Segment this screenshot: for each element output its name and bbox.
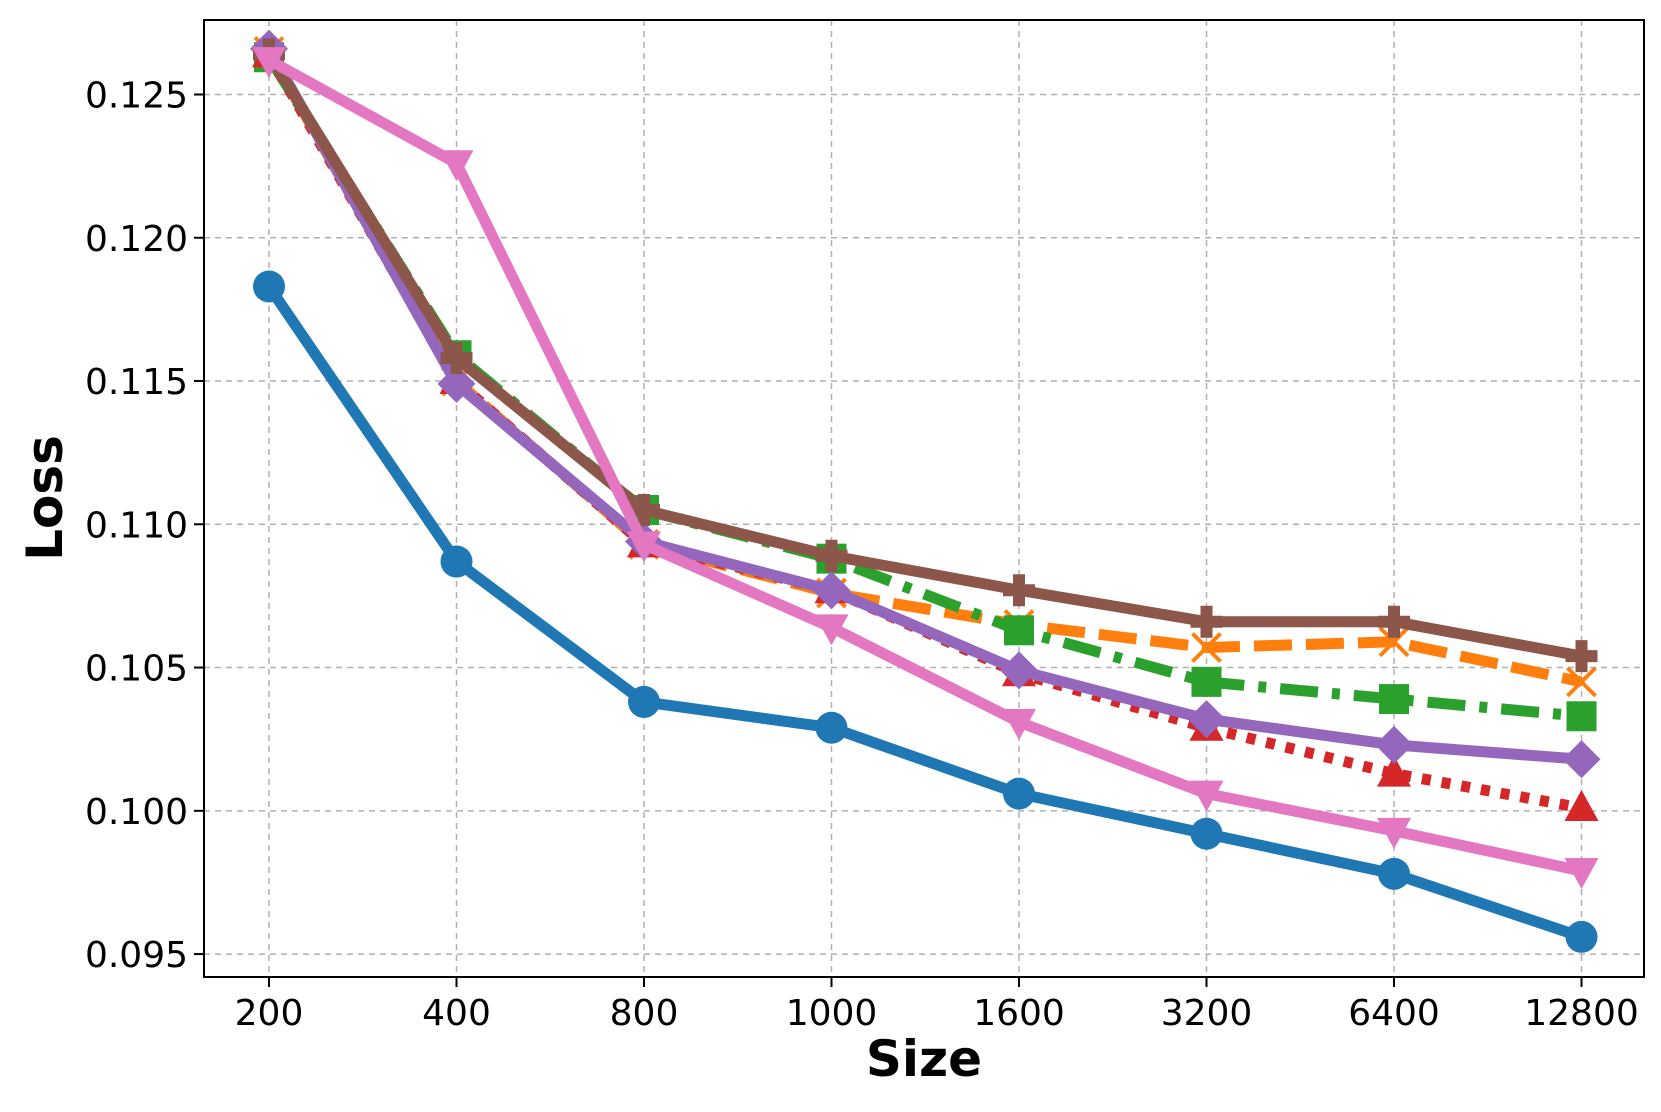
series-5 [250,29,1601,779]
series-layer [250,29,1601,953]
data-point-triangle-down [439,150,474,182]
data-point-plus [1378,605,1410,638]
grid [204,20,1644,977]
y-tick-label: 0.100 [85,792,188,833]
data-point-triangle-down [1002,708,1036,740]
data-point-triangle-down [627,531,661,563]
data-point-circle [253,270,285,303]
x-tick-label: 400 [422,993,491,1034]
data-point-triangle-up [1564,789,1599,821]
data-point-diamond [1562,740,1601,779]
y-axis-ticks: 0.095 0.100 0.105 0.110 0.115 0.120 0.125 [85,75,204,976]
data-point-diamond [812,571,851,610]
x-tick-label: 200 [235,993,304,1034]
data-point-square [1566,701,1597,732]
data-point-circle [440,545,473,578]
data-point-plus [628,493,660,526]
data-point-plus [440,342,473,375]
data-point-plus [1003,574,1035,607]
data-point-plus [815,539,848,572]
x-tick-label: 800 [610,993,679,1034]
series-7 [252,47,1599,889]
data-point-triangle-down [1564,857,1599,889]
y-tick-label: 0.095 [85,935,188,976]
data-point-plus [1190,605,1223,638]
data-point-square [1004,615,1034,646]
series-line [263,43,1587,765]
data-point-circle [1565,920,1598,953]
x-axis-ticks: 200 400 800 1000 1600 3200 6400 12800 [235,977,1639,1034]
data-point-x [1378,626,1410,658]
y-tick-label: 0.120 [85,219,188,260]
x-tick-label: 6400 [1348,993,1440,1034]
data-point-triangle-down [814,614,849,646]
data-point-x [1566,666,1597,698]
y-tick-label: 0.110 [85,505,188,546]
y-tick-label: 0.115 [85,362,188,403]
data-point-circle [1378,857,1410,890]
data-point-diamond [437,364,476,403]
y-axis-label: Loss [16,435,74,561]
data-point-diamond [1375,725,1413,764]
series-line [263,54,1587,877]
data-point-square [1379,684,1409,715]
series-1 [253,270,1598,953]
data-point-diamond [1187,700,1226,739]
data-point-circle [628,685,660,718]
series-line [263,280,1587,943]
data-point-plus [1565,640,1598,673]
data-point-x [1191,632,1222,663]
plot-frame [203,19,1645,978]
data-point-circle [1190,817,1223,850]
y-tick-label: 0.125 [85,75,188,116]
data-point-diamond [1000,651,1038,690]
x-tick-label: 1600 [973,993,1065,1034]
series-line [263,48,1587,662]
data-point-triangle-down [1189,780,1224,812]
x-tick-label: 12800 [1524,993,1639,1034]
x-tick-label: 1000 [786,993,878,1034]
data-point-triangle-down [1377,817,1411,849]
y-tick-label: 0.105 [85,649,188,690]
data-point-circle [1003,777,1035,810]
x-tick-label: 3200 [1161,993,1253,1034]
data-point-square [1191,666,1222,697]
data-point-triangle-down [252,47,286,79]
data-point-triangle-up [1377,755,1411,787]
data-point-circle [815,711,848,744]
x-axis-label: Size [866,1030,982,1088]
